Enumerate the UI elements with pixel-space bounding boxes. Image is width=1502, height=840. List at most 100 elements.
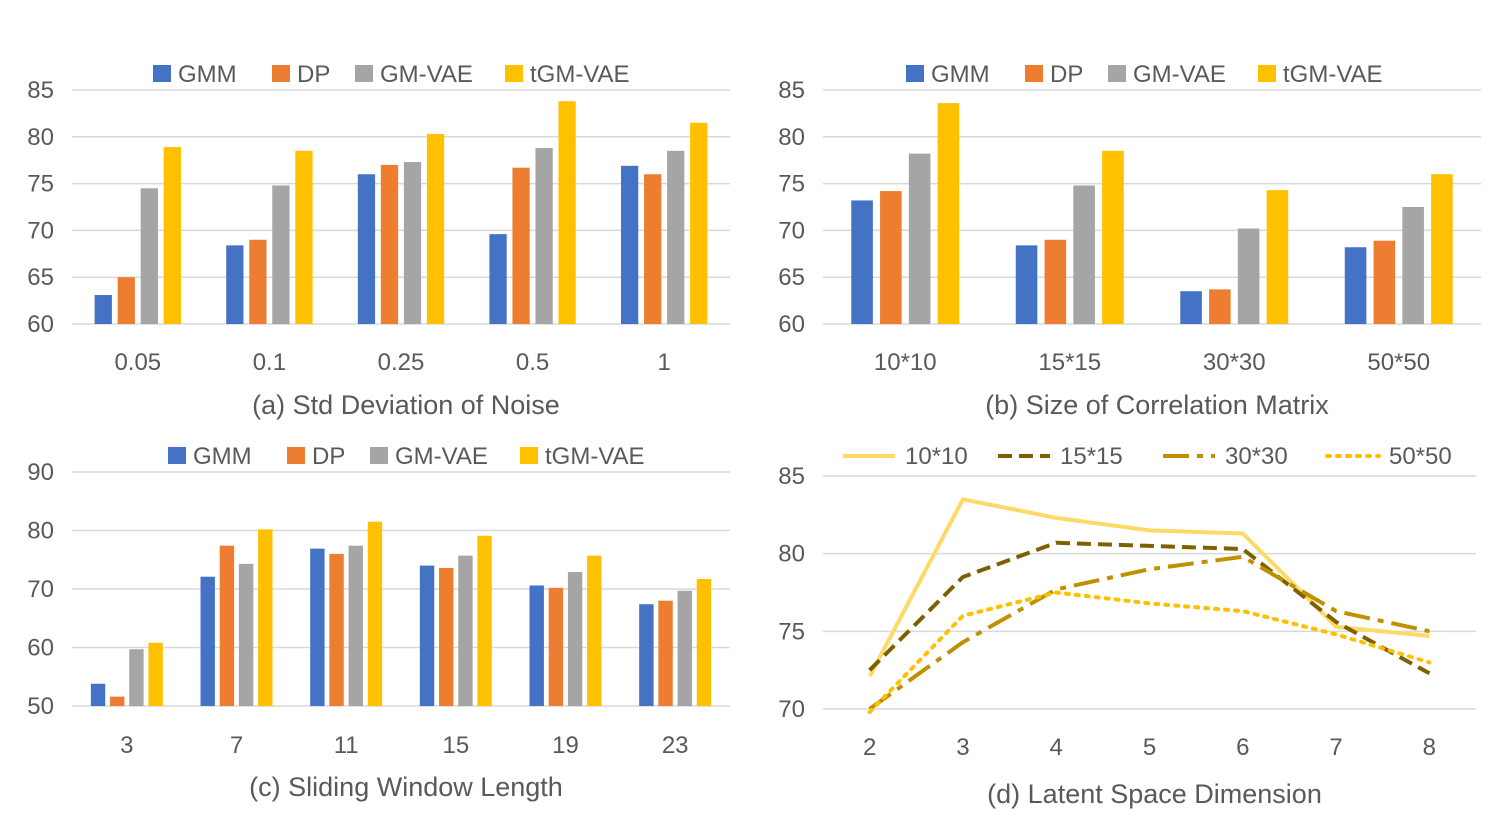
legend-label: 30*30 [1225,443,1288,470]
legend-label: 10*10 [905,443,968,470]
bar [1209,289,1231,324]
x-tick-label: 0.5 [516,349,549,376]
series-line [868,554,1430,711]
y-tick-label: 80 [27,518,54,545]
bar [1402,207,1424,324]
x-tick-label: 0.1 [253,349,286,376]
y-tick-label: 75 [778,171,805,198]
x-tick-label: 0.05 [114,349,161,376]
bar [677,590,692,706]
legend-swatch [355,65,373,82]
bar [200,576,215,706]
bar [403,162,422,324]
bar [117,277,135,324]
y-tick-label: 60 [778,311,805,338]
bar [329,553,344,706]
line-chart-d: 70 75 80 85 2 3 4 5 6 7 8 (d) Latent Space Dimensio… [778,443,1476,809]
legend-label: tGM-VAE [1283,61,1383,88]
bar [644,174,662,324]
y-tick-label: 75 [27,171,54,198]
bar [535,148,553,324]
bar [1073,185,1095,324]
chart-panel-d: 70 75 80 85 2 3 4 5 6 7 8 (d) Latent Space Dimensio… [751,420,1502,835]
bar [426,133,445,324]
x-tick-label: 7 [1329,734,1342,761]
bar [110,696,125,706]
bar [558,101,576,325]
x-tick-label: 10*10 [874,349,937,376]
bar [272,185,290,324]
legend-label: 50*50 [1389,443,1452,470]
x-tick-label: 4 [1050,734,1063,761]
x-tick-label: 7 [230,732,243,759]
bar [567,572,583,706]
legend-swatch [370,447,388,464]
series-line [867,497,1430,678]
bar [1344,247,1367,324]
y-tick-label: 80 [778,541,805,568]
legend-swatch [287,447,305,464]
bar-chart-c: 50 60 70 80 90 3 7 11 15 19 23 (c) Sliding Window L… [27,443,730,802]
chart-caption: (d) Latent Space Dimension [987,779,1322,809]
x-tick-label: 19 [552,732,579,759]
y-tick-label: 50 [27,693,54,720]
chart-caption: (c) Sliding Window Length [249,772,563,802]
bar [439,567,454,706]
series-line [868,540,1431,676]
x-tick-label: 30*30 [1203,349,1266,376]
legend-swatch [906,65,924,82]
legend-swatch [1025,65,1043,82]
bar [512,167,530,324]
bar [90,683,106,706]
bar [129,649,144,706]
bar [658,600,673,706]
legend-swatch [1108,65,1126,82]
bar [1237,228,1260,324]
bar-chart-a: 60 65 70 75 80 85 0.05 0.1 0.25 0.5 1 (a) Std Devia… [27,61,730,420]
bar [458,555,473,706]
legend-swatch [272,65,290,82]
bar [380,164,399,324]
y-tick-label: 70 [778,217,805,244]
y-tick-label: 65 [778,264,805,291]
y-tick-label: 75 [778,618,805,645]
legend-label: GM-VAE [380,61,473,88]
y-tick-label: 60 [27,635,54,662]
y-tick-label: 70 [778,696,805,723]
bar [163,147,181,324]
bar [1102,150,1124,324]
legend-swatch [520,447,538,464]
y-tick-label: 70 [27,576,54,603]
series-line [867,590,1432,715]
bar [639,604,654,706]
bar [1266,190,1289,324]
bar [148,642,163,706]
bar [357,174,376,324]
legend-label: 15*15 [1060,443,1123,470]
bar [908,153,931,324]
legend-label: DP [312,443,345,470]
bar [219,545,235,706]
x-tick-label: 15 [442,732,469,759]
legend-label: tGM-VAE [545,443,645,470]
legend-label: GMM [193,443,252,470]
y-tick-label: 85 [778,463,805,490]
bar [258,529,273,706]
x-tick-label: 3 [956,734,969,761]
bar [1015,245,1038,324]
x-tick-label: 8 [1423,734,1436,761]
x-tick-label: 50*50 [1367,349,1430,376]
bar [140,188,158,324]
bar [348,545,363,706]
chart-caption: (b) Size of Correlation Matrix [985,390,1329,420]
legend-label: DP [1050,61,1083,88]
y-tick-label: 85 [778,77,805,104]
bar [1373,240,1396,324]
legend-label: GMM [931,61,990,88]
bar [587,555,602,706]
bar [667,150,685,324]
chart-caption: (a) Std Deviation of Noise [252,390,560,420]
legend-swatch [168,447,186,464]
chart-panel-a: 60 65 70 75 80 85 0.05 0.1 0.25 0.5 1 (a) Std Devia… [0,0,751,420]
x-tick-label: 23 [662,732,689,759]
